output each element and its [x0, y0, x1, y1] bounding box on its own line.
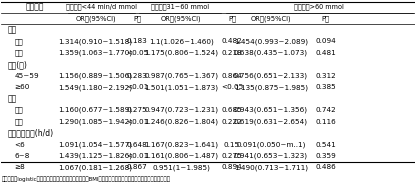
- Text: 1.091(1.054~1.577): 1.091(1.054~1.577): [59, 141, 133, 148]
- Text: 0.619(0.631~2.654): 0.619(0.631~2.654): [234, 118, 308, 125]
- Text: 0.275: 0.275: [126, 107, 147, 113]
- Text: 0.864: 0.864: [222, 73, 243, 79]
- Text: P值: P值: [322, 15, 330, 22]
- Text: 0.947(0.723~1.231): 0.947(0.723~1.231): [144, 107, 218, 113]
- Text: 0.867: 0.867: [126, 164, 147, 170]
- Text: 午睡时间31~60 mmol: 午睡时间31~60 mmol: [151, 4, 209, 10]
- Text: 0.312: 0.312: [315, 73, 336, 79]
- Text: 0.091(0.050~m..1): 0.091(0.050~m..1): [236, 141, 305, 148]
- Text: 0.482: 0.482: [222, 38, 243, 44]
- Text: 1.161(0.806~1.487): 1.161(0.806~1.487): [144, 153, 218, 159]
- Text: 0.183: 0.183: [126, 38, 147, 44]
- Text: 1.439(1.125~1.826): 1.439(1.125~1.826): [59, 153, 133, 159]
- Text: 年龄(岁): 年龄(岁): [7, 60, 27, 69]
- Text: 0.275: 0.275: [222, 153, 243, 159]
- Text: 1.246(0.826~1.804): 1.246(0.826~1.804): [144, 118, 218, 125]
- Text: 午睡时间>60 mmol: 午睡时间>60 mmol: [294, 4, 344, 10]
- Text: <0.05: <0.05: [221, 84, 243, 90]
- Text: 0.385: 0.385: [315, 84, 336, 90]
- Text: 女性: 女性: [15, 50, 23, 56]
- Text: 1.454(0.993~2.089): 1.454(0.993~2.089): [234, 38, 308, 45]
- Text: 0.283: 0.283: [126, 73, 147, 79]
- Text: 45~59: 45~59: [15, 73, 39, 79]
- Text: 1.314(0.910~1.518): 1.314(0.910~1.518): [59, 38, 133, 45]
- Text: 1.549(1.180~2.192): 1.549(1.180~2.192): [59, 84, 133, 90]
- Text: 0.222: 0.222: [222, 119, 243, 125]
- Text: 1.156(0.889~1.506): 1.156(0.889~1.506): [59, 73, 133, 79]
- Text: 地区: 地区: [7, 94, 17, 103]
- Text: 0.638(0.435~1.073): 0.638(0.435~1.073): [234, 50, 308, 56]
- Text: 午睡时间<44 min/d mmol: 午睡时间<44 min/d mmol: [66, 4, 136, 10]
- Text: 0.094: 0.094: [315, 38, 336, 44]
- Text: 男性: 男性: [15, 38, 23, 45]
- Text: 1.135(0.875~1.985): 1.135(0.875~1.985): [234, 84, 308, 90]
- Text: 0.742: 0.742: [315, 107, 336, 113]
- Text: ≥60: ≥60: [15, 84, 30, 90]
- Text: 农村: 农村: [15, 118, 23, 125]
- Text: 0.894: 0.894: [222, 164, 243, 170]
- Text: 1.501(1.051~1.873): 1.501(1.051~1.873): [144, 84, 218, 90]
- Text: P值: P值: [133, 15, 141, 22]
- Text: 1.175(0.806~1.524): 1.175(0.806~1.524): [144, 50, 218, 56]
- Text: 0.481: 0.481: [315, 50, 336, 56]
- Text: 0.943(0.651~1.356): 0.943(0.651~1.356): [234, 107, 308, 113]
- Text: 0.541: 0.541: [315, 142, 336, 148]
- Text: 分层因素: 分层因素: [26, 3, 45, 12]
- Text: 0.218: 0.218: [222, 50, 243, 56]
- Text: 0.116: 0.116: [315, 119, 336, 125]
- Text: 1.167(0.823~1.641): 1.167(0.823~1.641): [144, 141, 218, 148]
- Text: ≥8: ≥8: [15, 164, 25, 170]
- Text: 0.648: 0.648: [126, 142, 147, 148]
- Text: 6~8: 6~8: [15, 153, 30, 159]
- Text: 1.160(0.677~1.589): 1.160(0.677~1.589): [59, 107, 133, 113]
- Text: 性别: 性别: [7, 25, 17, 35]
- Text: 0.685: 0.685: [222, 107, 243, 113]
- Text: <6: <6: [15, 142, 25, 148]
- Text: 0.951(1~1.985): 0.951(1~1.985): [152, 164, 210, 171]
- Text: 城市: 城市: [15, 107, 23, 113]
- Text: 0.987(0.765~1.367): 0.987(0.765~1.367): [144, 73, 218, 79]
- Text: 0.941(0.653~1.323): 0.941(0.653~1.323): [234, 153, 308, 159]
- Text: 1.290(1.085~1.942): 1.290(1.085~1.942): [59, 118, 133, 125]
- Text: OR值(95%CI): OR值(95%CI): [161, 15, 201, 22]
- Text: OR值(95%CI): OR值(95%CI): [75, 15, 116, 22]
- Text: <0.05: <0.05: [126, 50, 148, 56]
- Text: 0.486: 0.486: [315, 164, 336, 170]
- Text: <0.01: <0.01: [126, 119, 148, 125]
- Text: 1.359(1.063~1.770): 1.359(1.063~1.770): [59, 50, 133, 56]
- Text: 0.756(0.651~2.133): 0.756(0.651~2.133): [234, 73, 308, 79]
- Text: 0.359: 0.359: [315, 153, 336, 159]
- Text: <0.01: <0.01: [126, 153, 148, 159]
- Text: 1.1(1.026~1.460): 1.1(1.026~1.460): [149, 38, 213, 45]
- Text: 1.490(0.713~1.711): 1.490(0.713~1.711): [234, 164, 308, 171]
- Text: <0.01: <0.01: [126, 84, 148, 90]
- Text: OR值(95%CI): OR值(95%CI): [250, 15, 291, 22]
- Text: 1.067(0.181~1.268): 1.067(0.181~1.268): [59, 164, 133, 171]
- Text: 晚间睡眠时长(h/d): 晚间睡眠时长(h/d): [7, 128, 54, 138]
- Text: 0.15: 0.15: [224, 142, 240, 148]
- Text: 注：多因素logistic回归分析校正了年龄、性别、地域、BMI、饮酒、吸烟、高血压和晚间睡眠时长等混杂因素: 注：多因素logistic回归分析校正了年龄、性别、地域、BMI、饮酒、吸烟、高…: [1, 176, 171, 182]
- Text: P值: P值: [228, 15, 236, 22]
